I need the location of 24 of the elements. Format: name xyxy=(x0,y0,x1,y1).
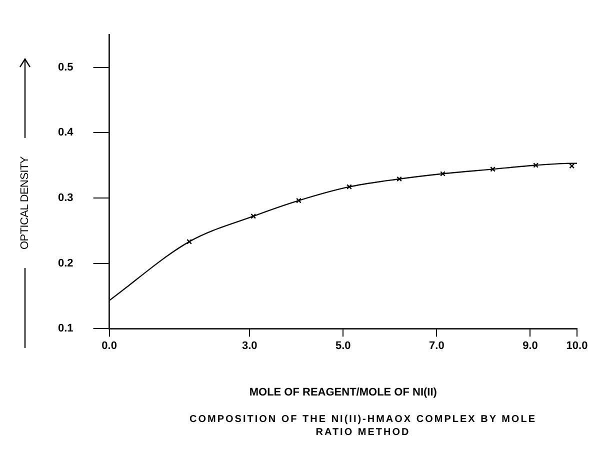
y-tick-label: 0.5 xyxy=(58,61,74,74)
point xyxy=(533,162,539,168)
x-tick-label: 3.0 xyxy=(242,340,258,352)
point xyxy=(490,166,496,172)
point xyxy=(396,176,402,182)
x-tick-label: 0.0 xyxy=(102,340,117,352)
y-tick-label: 0.4 xyxy=(58,126,74,139)
y-tick-label: 0.1 xyxy=(58,322,74,335)
point xyxy=(346,184,352,190)
point xyxy=(250,214,256,219)
point xyxy=(440,171,446,176)
x-tick-label: 7.0 xyxy=(429,340,444,352)
y-axis-title: OPTICAL DENSITY xyxy=(19,156,31,250)
y-tick-label: 0.2 xyxy=(58,257,74,270)
point xyxy=(186,238,192,244)
text: COMPOSITION OF THE NI(II)-HMAOX COMPLEX BY MOLE RATIO METHOD xyxy=(188,413,538,439)
point xyxy=(296,198,302,204)
point xyxy=(569,163,575,169)
line-series xyxy=(109,162,577,302)
x-axis-title: MOLE OF REAGENT/MOLE OF NI(II) xyxy=(249,386,438,398)
x-tick-label: 9.0 xyxy=(522,340,538,352)
x-tick-label: 10.0 xyxy=(566,340,588,352)
y-tick-label: 0.3 xyxy=(58,192,74,204)
x-tick-label: 5.0 xyxy=(335,340,351,352)
